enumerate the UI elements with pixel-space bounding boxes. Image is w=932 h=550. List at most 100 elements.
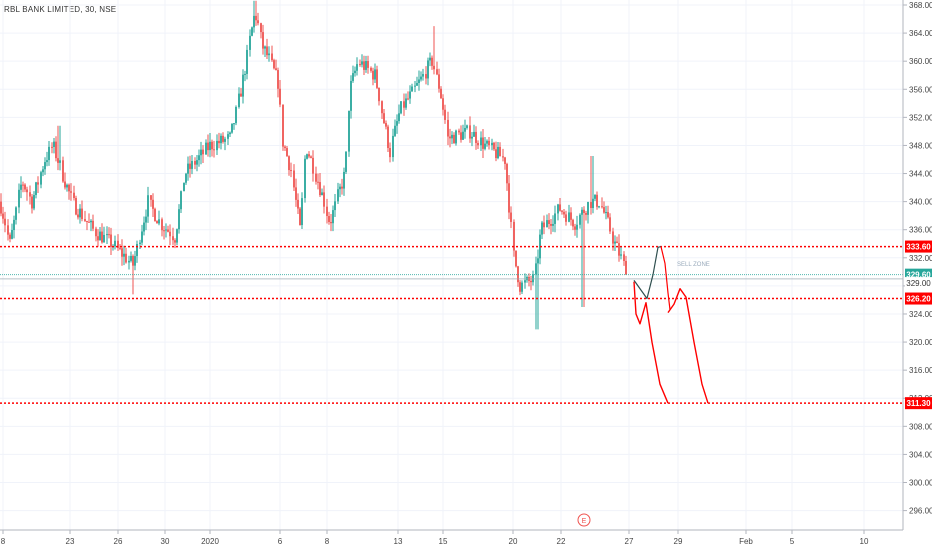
candle-body: [306, 154, 308, 159]
candle-body: [352, 73, 354, 81]
candle-body: [385, 123, 387, 127]
candle-body: [387, 126, 389, 149]
candle-body: [405, 98, 407, 108]
candle-body: [224, 138, 226, 142]
candle-body: [139, 242, 141, 244]
level-badge-label: 326.20: [906, 295, 931, 304]
time-axis[interactable]: 8 23 26 30 2020 6 8 13 15 20 22 27 29 Feb 5 10 E: [0, 513, 903, 546]
y-tick-label: 360.00: [909, 57, 932, 66]
candle-body: [66, 184, 68, 188]
candle-body: [420, 76, 422, 80]
candle-body: [356, 64, 358, 71]
y-tick-label: 324.00: [909, 310, 932, 319]
candle-body: [625, 260, 627, 275]
candle-body: [440, 88, 442, 99]
candle-body: [427, 60, 429, 79]
candle-body: [449, 136, 451, 139]
candle-body: [163, 230, 165, 232]
candle-body: [9, 234, 11, 239]
candle-body: [271, 53, 273, 61]
candle-body: [596, 194, 598, 207]
ref-price-badge-label: 329.00: [906, 279, 931, 288]
candle-body: [497, 146, 499, 159]
projection-path-red[interactable]: [633, 281, 669, 404]
projection-path-red-2[interactable]: [667, 288, 709, 404]
candle-body: [616, 241, 618, 244]
candle-body: [81, 208, 83, 220]
candle-body: [559, 204, 561, 211]
candle-body: [477, 142, 479, 146]
candle-body: [240, 93, 242, 97]
candle-body: [482, 137, 484, 149]
candle-body: [11, 230, 13, 239]
candle-body: [29, 192, 31, 197]
candle-body: [464, 127, 466, 132]
candle-body: [178, 209, 180, 230]
candle-body: [337, 189, 339, 202]
candle-body: [48, 146, 50, 161]
candle-body: [68, 184, 70, 192]
candlestick-series: [0, 0, 627, 330]
candle-body: [444, 109, 446, 120]
candle-body: [376, 69, 378, 88]
candle-body: [484, 143, 486, 149]
candle-body: [455, 130, 457, 144]
candle-body: [491, 142, 493, 146]
candle-body: [40, 172, 42, 185]
candle-body: [130, 255, 132, 261]
candle-body: [154, 208, 156, 222]
candle-body: [55, 141, 57, 159]
candle-body: [141, 231, 143, 243]
candle-body: [218, 140, 220, 144]
candle-body: [284, 146, 286, 149]
earnings-event-icon[interactable]: [577, 513, 591, 527]
candle-body: [209, 141, 211, 151]
candle-body: [601, 206, 603, 208]
candle-body: [524, 280, 526, 283]
candle-body: [242, 74, 244, 97]
price-axis[interactable]: 368.00 364.00 360.00 356.00 352.00 348.00 344.…: [902, 0, 932, 530]
symbol-title: RBL BANK LIMITED, 30, NSE: [4, 5, 117, 14]
projection-drawings[interactable]: [633, 246, 709, 404]
candle-body: [506, 163, 508, 184]
candle-body: [326, 206, 328, 217]
candle-body: [2, 213, 4, 219]
x-tick-label: 8: [1, 537, 6, 546]
candle-body: [235, 106, 237, 124]
candle-body: [394, 125, 396, 136]
candle-body: [99, 231, 101, 241]
y-tick-label: 320.00: [909, 338, 932, 347]
candle-body: [462, 131, 464, 140]
candle-body: [136, 243, 138, 257]
candle-body: [453, 134, 455, 144]
candle-body: [548, 220, 550, 224]
y-tick-label: 352.00: [909, 113, 932, 122]
projection-path-dark[interactable]: [633, 246, 662, 300]
candle-body: [585, 213, 587, 215]
candle-body: [416, 82, 418, 86]
y-tick-label: 336.00: [909, 226, 932, 235]
candle-body: [295, 187, 297, 200]
candle-body: [319, 182, 321, 196]
candle-body: [614, 241, 616, 244]
candle-body: [537, 258, 539, 264]
candle-body: [158, 219, 160, 224]
candle-body: [458, 130, 460, 133]
candle-body: [515, 250, 517, 267]
candle-body: [609, 217, 611, 232]
candle-body: [400, 101, 402, 114]
candle-body: [301, 198, 303, 226]
candle-body: [207, 142, 209, 151]
horizontal-levels[interactable]: SELL ZONE: [0, 245, 903, 404]
y-tick-label: 356.00: [909, 85, 932, 94]
candle-body: [381, 101, 383, 114]
x-tick-label: Feb: [739, 537, 753, 546]
candle-body: [361, 61, 363, 65]
y-tick-label: 364.00: [909, 29, 932, 38]
candle-body: [541, 222, 543, 235]
projection-path-dark-2[interactable]: [660, 246, 671, 310]
candle-body: [161, 219, 163, 231]
candle-body: [623, 254, 625, 261]
